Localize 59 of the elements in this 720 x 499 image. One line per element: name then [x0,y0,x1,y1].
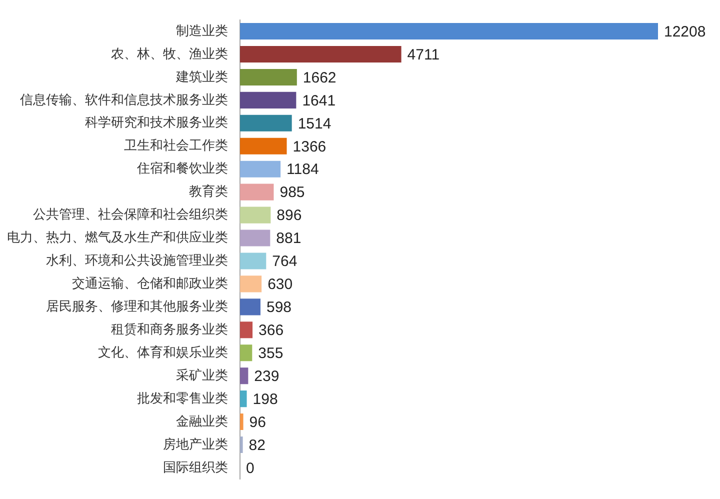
data-label: 1514 [298,115,332,132]
data-label: 985 [280,184,305,202]
y-tick-label: 住宿和餐饮业类 [136,160,228,176]
y-tick-label: 文化、体育和娱乐业类 [98,344,228,360]
data-label: 366 [258,322,284,340]
bar [240,368,248,384]
bar [240,230,270,246]
data-label: 4711 [407,46,440,64]
data-label: 198 [252,390,278,408]
bar [240,298,260,316]
data-label: 355 [258,345,284,362]
y-tick-label: 信息传输、软件和信息技术服务业类 [20,92,228,107]
y-tick-label: 电力、热力、燃气及水生产和供应业类 [7,230,228,245]
data-label: 96 [249,414,266,431]
bar [240,322,253,338]
data-label: 1662 [302,69,336,86]
bar [240,276,262,292]
bar [240,206,271,224]
bar [240,436,243,454]
y-tick-label: 卫生和社会工作类 [124,138,228,153]
bar [240,46,402,63]
y-tick-label: 采矿业类 [176,367,228,382]
y-tick-label: 科学研究和技术服务业类 [85,114,228,130]
y-tick-label: 金融业类 [176,413,228,428]
bar [240,68,297,86]
data-label: 630 [268,276,293,294]
bar [240,114,292,132]
bar [240,184,274,200]
bar [240,23,658,40]
y-tick-label: 制造业类 [176,22,228,38]
y-tick-label: 房地产业类 [163,436,228,452]
bar [240,344,252,362]
data-label: 1184 [286,161,319,178]
bar [240,414,244,430]
bar [240,138,287,154]
y-tick-label: 居民服务、修理和其他服务业类 [46,298,228,314]
bar [240,92,296,108]
data-label: 598 [266,299,292,316]
y-tick-label: 国际组织类 [163,459,228,474]
data-label: 1641 [302,92,336,110]
y-tick-label: 教育类 [189,184,228,199]
y-tick-label: 公共管理、社会保障和社会组织类 [33,206,228,222]
data-label: 1366 [292,138,326,156]
y-tick-label: 建筑业类 [175,68,228,84]
data-label: 239 [254,368,280,385]
bar [240,252,266,270]
data-label: 0 [246,460,254,477]
y-tick-label: 租赁和商务服务业类 [111,321,228,336]
bar [240,390,247,408]
y-tick-label: 交通运输、仓储和邮政业类 [72,276,228,291]
data-label: 82 [248,436,266,454]
data-label: 764 [272,253,298,270]
y-tick-label: 农、林、牧、渔业类 [111,46,228,61]
bar [240,160,281,178]
y-tick-label: 水利、环境和公共设施管理业类 [46,252,228,268]
data-label: 896 [276,207,302,224]
y-tick-label: 批发和零售业类 [137,390,228,406]
data-label: 12208 [664,23,706,40]
data-label: 881 [276,230,302,248]
